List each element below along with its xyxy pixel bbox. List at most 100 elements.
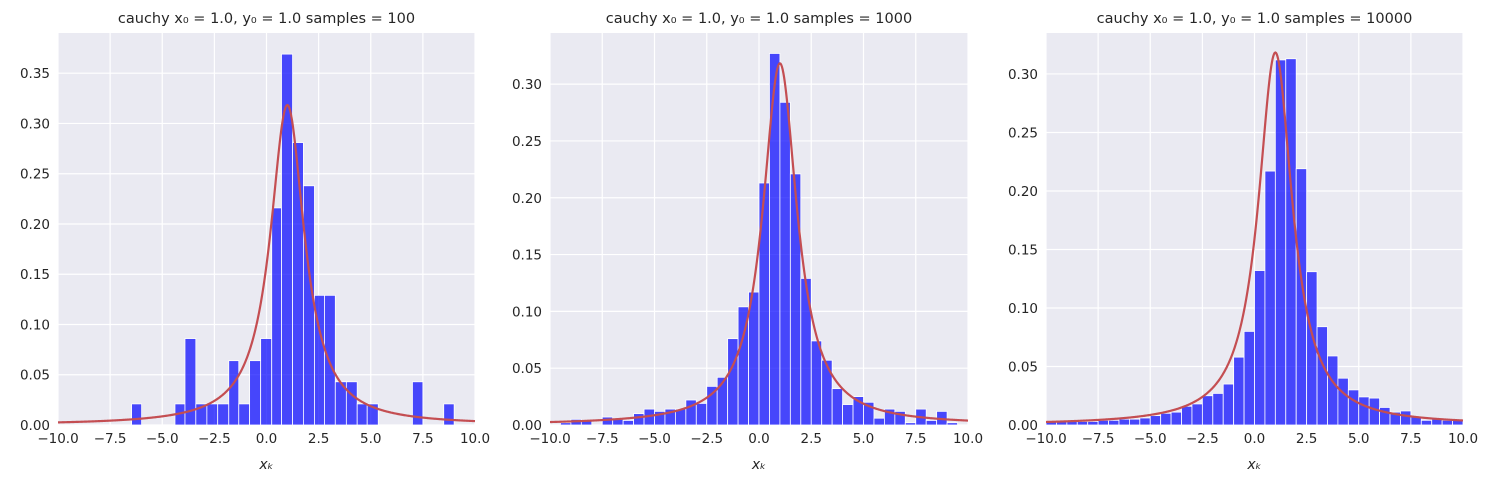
histogram-bar [1400,410,1412,426]
x-tick-label: −5.0 [146,431,179,447]
histogram-bar [1108,419,1120,426]
x-tick-label: 5.0 [360,431,381,447]
x-tick-label: −10.0 [1025,431,1066,447]
histogram-bar [1118,418,1130,426]
histogram-bar [1254,270,1266,426]
histogram-bar [356,403,368,426]
histogram-bar [727,338,739,426]
x-tick-label: −10.0 [529,431,570,447]
x-tick-label: −5.0 [638,431,671,447]
histogram-bar [249,360,262,426]
x-tick-label: 2.5 [308,431,329,447]
x-tick-label: 7.5 [412,431,433,447]
histogram-bar [695,403,708,426]
histogram-bar [1368,397,1381,426]
histogram-bar [271,207,282,426]
histogram-bar [1170,411,1182,426]
histogram-bar [1316,326,1328,426]
histogram-bar [1327,355,1339,426]
histogram-bar [904,422,917,426]
y-tick-label: 0.00 [20,418,50,434]
histogram-bar [894,410,906,426]
histogram-bar [1233,356,1245,426]
histogram-bar [1347,389,1360,426]
histogram-bar [366,403,379,426]
chart-title: cauchy x₀ = 1.0, y₀ = 1.0 samples = 1000 [606,11,912,27]
y-tick-label: 0.15 [512,248,542,264]
x-tick-label: −7.5 [586,431,619,447]
histogram-bar [633,413,645,426]
x-axis-label: xₖ [751,457,766,473]
x-tick-label: 0.0 [748,431,769,447]
histogram-bar [1129,418,1141,426]
histogram-bar [131,403,143,426]
x-tick-label: 7.5 [905,431,926,447]
histogram-bar [748,291,760,426]
x-tick-label: −10.0 [37,431,78,447]
y-tick-label: 0.00 [512,418,542,434]
histogram-bar [831,388,844,426]
histogram-bar [1097,419,1109,426]
y-tick-label: 0.05 [1008,359,1038,375]
histogram-bar [758,182,770,426]
x-tick-label: −7.5 [1082,431,1115,447]
y-tick-label: 0.25 [512,134,542,150]
x-tick-label: 5.0 [853,431,874,447]
histogram-bar [1243,330,1255,426]
x-tick-label: −2.5 [1186,431,1219,447]
y-tick-label: 0.20 [1008,184,1038,200]
histogram-bar [1160,412,1172,426]
x-axis-label: xₖ [1246,457,1261,473]
y-tick-label: 0.10 [1008,301,1038,317]
y-tick-label: 0.05 [512,361,542,377]
x-tick-label: 10.0 [1448,431,1478,447]
x-tick-label: 2.5 [801,431,822,447]
histogram-bar [779,101,791,426]
histogram-bar [925,420,938,426]
x-tick-label: −5.0 [1134,431,1167,447]
x-tick-label: 7.5 [1400,431,1421,447]
histogram-bar [1420,419,1433,426]
chart-panel-3: 0.00 0.05 0.10 0.15 0.20 0.25 0.30 −10.0 −7.5 −5.… [1008,11,1478,473]
chart-panel-1: 0.00 0.05 0.10 0.15 0.20 0.25 0.30 0.35 −10.0 −7.… [20,11,490,473]
histogram-bar [1087,421,1099,426]
histogram-bar [810,340,823,426]
x-tick-label: −2.5 [690,431,723,447]
y-tick-label: 0.20 [512,191,542,207]
histogram-bar [1201,395,1214,426]
y-tick-label: 0.35 [20,66,50,82]
cauchy-pdf-curve [1045,51,1464,424]
chart-title: cauchy x₀ = 1.0, y₀ = 1.0 samples = 1000… [1097,11,1413,27]
histogram-bar [292,142,304,426]
x-tick-label: −2.5 [198,431,231,447]
histogram-bar [1212,393,1224,426]
y-tick-label: 0.15 [20,267,50,283]
histogram-bar [706,385,718,426]
histogram-bar [184,338,197,426]
histogram-bar [1358,396,1370,426]
histogram-bar [228,360,240,426]
x-tick-label: 10.0 [460,431,490,447]
x-tick-label: 10.0 [953,431,983,447]
histogram-bar [443,403,455,426]
histogram-bar [412,381,424,426]
histogram-bar [260,338,273,426]
histogram-bar [1191,403,1203,426]
histogram-bar [1285,58,1297,426]
histogram-bar [873,417,885,426]
histogram-bar [622,420,635,426]
histogram-bar [1222,383,1235,426]
histogram-bar [1264,170,1276,426]
histogram-bar [863,401,875,426]
y-tick-label: 0.10 [512,304,542,320]
x-axis-label: xₖ [258,457,273,473]
histogram-bar [946,422,958,426]
histogram-bar [1076,421,1089,426]
histogram-bar [1139,417,1151,426]
histogram-bar [821,359,833,426]
y-tick-label: 0.20 [20,217,50,233]
histogram-bar [560,422,572,426]
histogram-bar [1181,405,1193,426]
y-tick-label: 0.00 [1008,418,1038,434]
